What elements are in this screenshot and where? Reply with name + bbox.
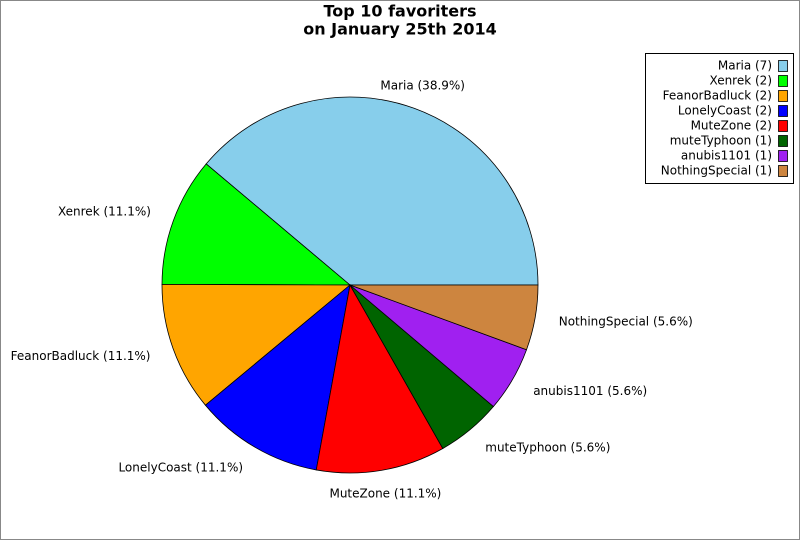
chart-subtitle: on January 25th 2014	[303, 20, 497, 39]
legend-box	[645, 53, 794, 184]
legend-label: muteTyphoon (1)	[670, 134, 772, 148]
legend-label: MuteZone (2)	[691, 119, 772, 133]
legend-swatch	[778, 165, 788, 177]
legend-swatch	[778, 105, 788, 117]
legend-swatch	[778, 90, 788, 102]
slice-label: Xenrek (11.1%)	[58, 205, 151, 219]
legend-label: Maria (7)	[718, 59, 772, 73]
legend-label: Xenrek (2)	[710, 74, 772, 88]
legend-swatch	[778, 150, 788, 162]
slice-label: FeanorBadluck (11.1%)	[11, 349, 151, 363]
slice-label: LonelyCoast (11.1%)	[118, 461, 243, 475]
slice-label: Maria (38.9%)	[380, 78, 465, 92]
slice-label: muteTyphoon (5.6%)	[485, 441, 610, 455]
legend-label: anubis1101 (1)	[681, 149, 772, 163]
legend-swatch	[778, 120, 788, 132]
legend-label: NothingSpecial (1)	[661, 164, 772, 178]
pie-slice	[349, 284, 539, 351]
pie-slice	[161, 163, 352, 286]
legend-label: LonelyCoast (2)	[678, 104, 772, 118]
legend-label: FeanorBadluck (2)	[663, 89, 772, 103]
pie-slice	[205, 96, 539, 286]
pie-slice	[315, 283, 444, 474]
pie-slice	[204, 283, 351, 471]
chart-title: Top 10 favoriters	[323, 2, 476, 21]
legend-swatch	[778, 75, 788, 87]
legend-swatch	[778, 60, 788, 72]
slice-label: MuteZone (11.1%)	[329, 487, 441, 501]
slice-label: NothingSpecial (5.6%)	[559, 315, 693, 329]
slice-label: anubis1101 (5.6%)	[533, 384, 647, 398]
pie-slice	[161, 284, 352, 406]
legend-swatch	[778, 135, 788, 147]
